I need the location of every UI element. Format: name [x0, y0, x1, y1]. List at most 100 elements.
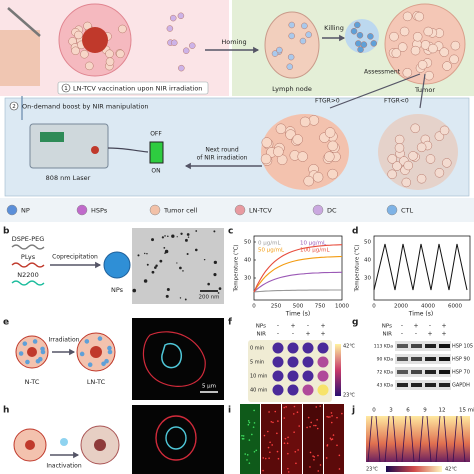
- band: [411, 344, 422, 348]
- speck: [326, 415, 328, 418]
- cell: [397, 42, 408, 52]
- particle: [155, 264, 158, 267]
- speck: [287, 471, 290, 473]
- speck: [267, 446, 270, 449]
- nucleus-outline: [161, 343, 182, 369]
- cell: [288, 32, 295, 40]
- cell: [71, 46, 80, 56]
- speck: [316, 427, 319, 430]
- speck: [255, 449, 258, 452]
- caption: 808 nm Laser: [46, 174, 91, 182]
- cell: [177, 12, 185, 20]
- curve: [253, 255, 343, 293]
- speck: [298, 425, 300, 427]
- particle: [151, 270, 155, 274]
- step-title: On-demand boost by NIR manipulation: [22, 103, 149, 111]
- speck: [336, 444, 338, 447]
- speck: [314, 424, 317, 427]
- y-tick-label: 40: [364, 258, 371, 264]
- particle: [159, 259, 163, 263]
- speck: [263, 434, 266, 437]
- np: [22, 341, 28, 346]
- speck: [287, 452, 289, 455]
- speck: [286, 442, 289, 445]
- cell: [416, 142, 427, 153]
- sign: -: [415, 331, 417, 338]
- speck: [329, 416, 331, 418]
- syringe: [7, 7, 41, 37]
- speck: [246, 454, 249, 456]
- weight-label: 43 KDa: [377, 383, 394, 389]
- arrow-head: [73, 451, 80, 459]
- blot-lane: [395, 380, 451, 390]
- well: [302, 342, 314, 354]
- arrow-head: [339, 34, 346, 42]
- speck: [246, 459, 248, 461]
- particle: [194, 248, 198, 252]
- protein-label: HSP 105: [452, 344, 473, 350]
- legend-label: DC: [327, 207, 337, 215]
- speck: [285, 406, 287, 408]
- legend-label: LN-TCV: [249, 207, 272, 215]
- particle: [182, 270, 184, 272]
- time-label: 6: [406, 408, 410, 414]
- cell: [276, 46, 283, 54]
- speck: [276, 432, 278, 435]
- band: [411, 383, 422, 387]
- np: [104, 358, 109, 364]
- cell: [391, 48, 402, 58]
- speck: [310, 421, 313, 424]
- axis-title: Time (s): [285, 311, 310, 318]
- panel-label: e: [3, 318, 9, 328]
- caption: FTGR<0: [384, 98, 409, 105]
- microscopy-tile: [303, 404, 323, 474]
- snowflake: [60, 438, 68, 446]
- axis-title: Time (s): [408, 311, 433, 318]
- panel-label: g: [352, 318, 358, 328]
- cell: [171, 39, 178, 47]
- axis-title: Temperature (℃): [233, 244, 240, 292]
- speck: [295, 462, 297, 465]
- arrow-label: Inactivation: [46, 463, 81, 470]
- caption: NPs: [111, 286, 124, 294]
- speck: [338, 468, 341, 470]
- speck: [293, 405, 296, 408]
- arrow-label: Killing: [324, 24, 344, 32]
- cell: [297, 151, 308, 162]
- protein-label: HSP 70: [452, 370, 470, 376]
- speck: [336, 416, 338, 419]
- speck: [247, 423, 250, 426]
- np: [84, 339, 90, 344]
- particle: [184, 298, 187, 301]
- cell: [324, 127, 336, 138]
- cell: [403, 160, 414, 171]
- sign: +: [441, 331, 446, 338]
- microscopy-tile: [240, 404, 260, 474]
- sign: -: [307, 323, 309, 330]
- well: [317, 370, 329, 382]
- particle: [186, 233, 190, 236]
- x-tick-label: 750: [315, 304, 326, 310]
- speck: [307, 416, 310, 419]
- speck: [252, 426, 255, 428]
- panel-label: c: [228, 227, 233, 237]
- speck: [262, 457, 265, 459]
- cell: [387, 169, 397, 180]
- legend-icon: [76, 204, 88, 216]
- speck: [271, 444, 273, 446]
- time-label: 9: [423, 408, 427, 414]
- particle: [143, 279, 148, 283]
- cell: [271, 50, 279, 57]
- particle: [164, 235, 166, 237]
- particle: [187, 236, 190, 238]
- curve: [253, 289, 342, 293]
- speck: [317, 470, 320, 472]
- particle: [176, 262, 178, 264]
- np: [107, 349, 113, 355]
- speck: [270, 420, 273, 423]
- speck: [306, 426, 308, 429]
- speck: [313, 424, 315, 427]
- legend-label: NP: [21, 207, 30, 215]
- cell: [355, 40, 362, 47]
